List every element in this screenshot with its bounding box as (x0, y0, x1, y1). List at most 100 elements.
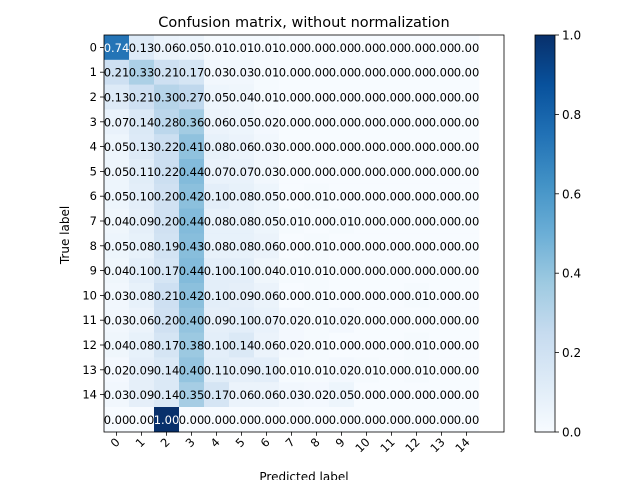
cell-value-label: 0.00 (379, 314, 405, 328)
cell-value-label: 0.02 (329, 363, 355, 377)
cell-value-label: 0.00 (254, 413, 280, 427)
cell-value-label: 0.00 (404, 190, 430, 204)
heatmap-cell (429, 183, 455, 209)
y-tick-label: 0 (90, 40, 97, 54)
heatmap-cell (229, 134, 255, 160)
heatmap-cell (354, 159, 380, 185)
colorbar-gradient (534, 34, 556, 433)
cell-value-label: 0.00 (279, 66, 305, 80)
heatmap-cell (304, 357, 330, 383)
cell-value-label: 0.02 (304, 388, 330, 402)
cell-value-label: 0.03 (204, 66, 230, 80)
cell-value-label: 0.00 (229, 413, 255, 427)
heatmap-cell (254, 357, 280, 383)
heatmap-cell (229, 109, 255, 135)
heatmap-cell (279, 332, 305, 358)
cell-value-label: 0.06 (254, 339, 280, 353)
heatmap-cell (254, 84, 280, 110)
cell-value-label: 0.00 (429, 413, 455, 427)
heatmap-cell (429, 109, 455, 135)
heatmap-cell (304, 59, 330, 85)
heatmap-cell (429, 159, 455, 185)
heatmap-cell (204, 307, 230, 333)
heatmap-cell (404, 233, 430, 259)
colorbar-tick-label: 0.2 (562, 346, 581, 360)
heatmap-cell (404, 159, 430, 185)
heatmap-cell (204, 283, 230, 309)
heatmap-cell (454, 109, 480, 135)
cell-value-label: 0.00 (404, 41, 430, 55)
heatmap-cell (429, 84, 455, 110)
heatmap-cell (379, 84, 405, 110)
cell-value-label: 0.01 (279, 215, 305, 229)
heatmap-cell (279, 283, 305, 309)
colorbar-tick-label: 0.0 (562, 426, 581, 440)
colorbar-tick-label: 0.6 (562, 187, 581, 201)
heatmap-cell (304, 84, 330, 110)
cell-value-label: 0.00 (454, 239, 480, 253)
heatmap-cell (429, 258, 455, 284)
cell-value-label: 0.36 (179, 115, 205, 129)
heatmap-cell (279, 407, 305, 433)
heatmap-cell (104, 357, 130, 383)
heatmap-cell (154, 332, 180, 358)
cell-value-label: 0.38 (179, 339, 205, 353)
y-tick-label: 2 (90, 90, 97, 104)
cell-value-label: 0.10 (229, 264, 255, 278)
cell-value-label: 0.00 (429, 140, 455, 154)
y-tick-label: 11 (82, 313, 97, 327)
cell-value-label: 0.00 (354, 413, 380, 427)
y-tick-label: 7 (90, 214, 97, 228)
heatmap-cell (329, 159, 355, 185)
cell-value-label: 0.00 (379, 140, 405, 154)
heatmap-cell (354, 183, 380, 209)
heatmap-cell (154, 84, 180, 110)
x-axis-label: Predicted label (259, 470, 348, 480)
cell-value-label: 0.00 (454, 41, 480, 55)
heatmap-cell (229, 59, 255, 85)
heatmap-cell (229, 35, 255, 61)
heatmap-cell (404, 307, 430, 333)
heatmap-cell (204, 382, 230, 408)
heatmap-cell (304, 332, 330, 358)
heatmap-cell (404, 183, 430, 209)
heatmap-cell (379, 407, 405, 433)
cell-value-label: 0.00 (354, 289, 380, 303)
heatmap-cell (229, 283, 255, 309)
x-tick-label: 6 (258, 435, 273, 450)
heatmap-cell (229, 159, 255, 185)
heatmap-cell (204, 258, 230, 284)
heatmap-cell (279, 233, 305, 259)
heatmap-cell (154, 283, 180, 309)
cell-value-label: 0.00 (354, 215, 380, 229)
cell-value-label: 0.00 (404, 115, 430, 129)
cell-value-label: 0.00 (354, 140, 380, 154)
heatmap-cell (354, 382, 380, 408)
heatmap-cell (379, 159, 405, 185)
heatmap-cell (104, 233, 130, 259)
cell-value-label: 0.04 (104, 264, 130, 278)
heatmap-cell (104, 283, 130, 309)
heatmap-cell (304, 134, 330, 160)
heatmap-cell (179, 382, 205, 408)
heatmap-cell (379, 183, 405, 209)
heatmap-cell (154, 35, 180, 61)
cell-value-label: 0.00 (354, 239, 380, 253)
cell-value-label: 0.05 (329, 388, 355, 402)
cell-value-label: 0.00 (354, 91, 380, 105)
cell-value-label: 0.13 (104, 91, 130, 105)
heatmap-cell (454, 307, 480, 333)
cell-value-label: 0.00 (404, 388, 430, 402)
heatmap-cell (454, 407, 480, 433)
cell-value-label: 0.00 (179, 413, 205, 427)
cell-value-label: 0.00 (404, 413, 430, 427)
cell-value-label: 0.00 (404, 66, 430, 80)
heatmap-cell (254, 307, 280, 333)
cell-value-label: 0.00 (404, 165, 430, 179)
y-tick-label: 10 (82, 288, 97, 302)
heatmap-cell (379, 382, 405, 408)
cell-value-label: 0.06 (229, 388, 255, 402)
cell-value-label: 0.00 (104, 413, 130, 427)
x-tick-label: 8 (308, 435, 323, 450)
cell-value-label: 0.00 (379, 239, 405, 253)
